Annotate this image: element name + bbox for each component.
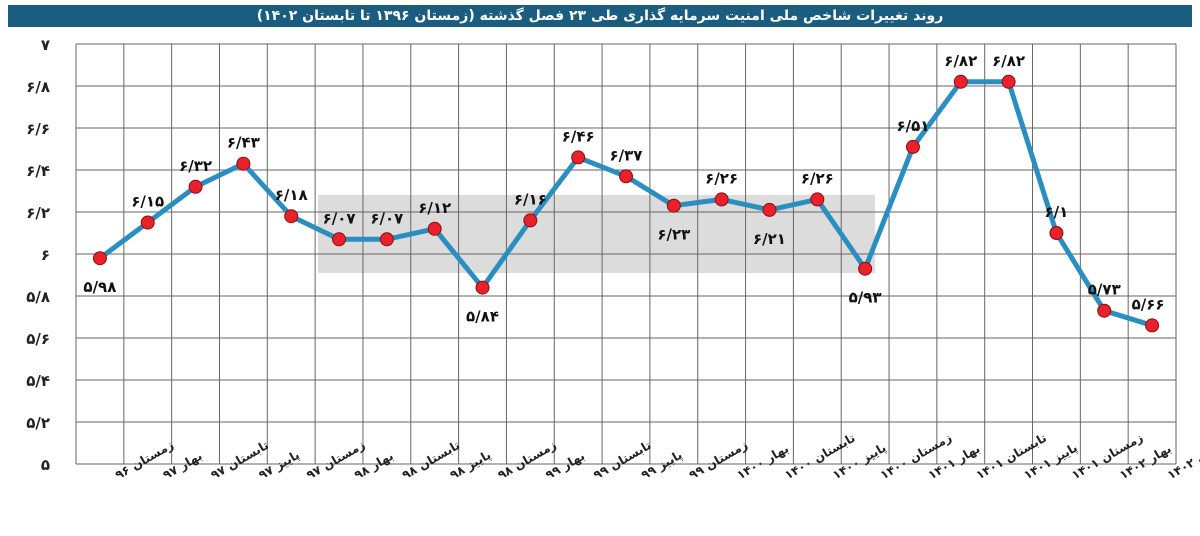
grid [75,43,1177,465]
data-label: ۶/۸۲ [944,52,977,70]
data-point [810,192,825,207]
data-point [905,139,920,154]
data-label: ۶/۰۷ [370,209,403,227]
y-tick-label: ۵ [41,456,50,474]
data-point [858,261,873,276]
data-label: ۶/۸۲ [992,52,1025,70]
y-tick-label: ۶/۶ [26,120,50,138]
data-label: ۶/۱ [1045,203,1069,221]
y-tick-label: ۶/۸ [26,78,50,96]
data-point [332,232,347,247]
y-tick-label: ۵/۸ [26,288,50,306]
data-point [188,179,203,194]
data-point [1049,226,1064,240]
data-point [379,232,394,247]
data-point [666,198,681,213]
data-point [523,213,538,228]
data-label: ۵/۸۴ [466,308,499,326]
series [92,74,1160,333]
data-label: ۶/۳۲ [179,157,212,175]
y-tick-label: ۶/۴ [26,162,50,180]
data-label: ۶/۲۶ [801,169,834,187]
data-label: ۶/۳۷ [610,146,643,164]
y-tick-label: ۵/۲ [26,414,50,432]
y-tick-label: ۵/۴ [26,372,50,390]
data-point [1145,318,1160,333]
data-label: ۶/۱۸ [275,186,308,204]
data-point [1001,74,1016,89]
data-point [762,202,777,217]
data-label: ۶/۱۵ [131,193,164,211]
data-point [236,156,251,171]
x-tick-label: تابستان ۱۴۰۲ [1165,431,1200,483]
data-label: ۶/۲۱ [753,230,786,248]
data-label: ۶/۱۶ [514,190,547,208]
data-point [284,209,299,224]
y-tick-label: ۷ [41,36,50,54]
data-point [571,150,586,165]
y-axis: ۵ ۵/۲ ۵/۴ ۵/۶ ۵/۸ ۶ ۶/۲ ۶/۴ ۶/۶ ۶/۸ ۷ [26,36,50,474]
data-point [619,169,633,184]
data-point [714,192,729,207]
data-label: ۵/۷۳ [1088,281,1121,299]
data-point [427,221,442,236]
data-label: ۶/۲۶ [705,169,738,187]
data-label: ۵/۹۸ [83,278,116,296]
data-label: ۶/۰۷ [323,209,356,227]
data-point [92,251,107,266]
y-tick-label: ۶ [41,246,50,264]
data-labels: ۵/۹۸۶/۱۵۶/۳۲۶/۴۳۶/۱۸۶/۰۷ ۶/۰۷۶/۱۲۵/۸۴۶/۱۶… [83,52,1164,326]
y-tick-label: ۵/۶ [26,330,50,348]
data-label: ۶/۴۶ [562,127,595,145]
y-tick-label: ۶/۲ [26,204,50,222]
data-point [475,280,490,295]
data-point [1097,303,1112,318]
data-label: ۵/۶۶ [1132,295,1165,313]
data-label: ۶/۱۲ [418,199,451,217]
data-point [953,74,968,89]
data-label: ۶/۴۳ [227,134,260,152]
data-label: ۵/۹۳ [849,289,882,307]
chart-title: روند تغییرات شاخص ملی امنیت سرمایه گذاری… [8,5,1192,27]
data-label: ۶/۵۱ [896,117,929,135]
data-point [140,215,155,230]
data-label: ۶/۲۳ [657,226,690,244]
